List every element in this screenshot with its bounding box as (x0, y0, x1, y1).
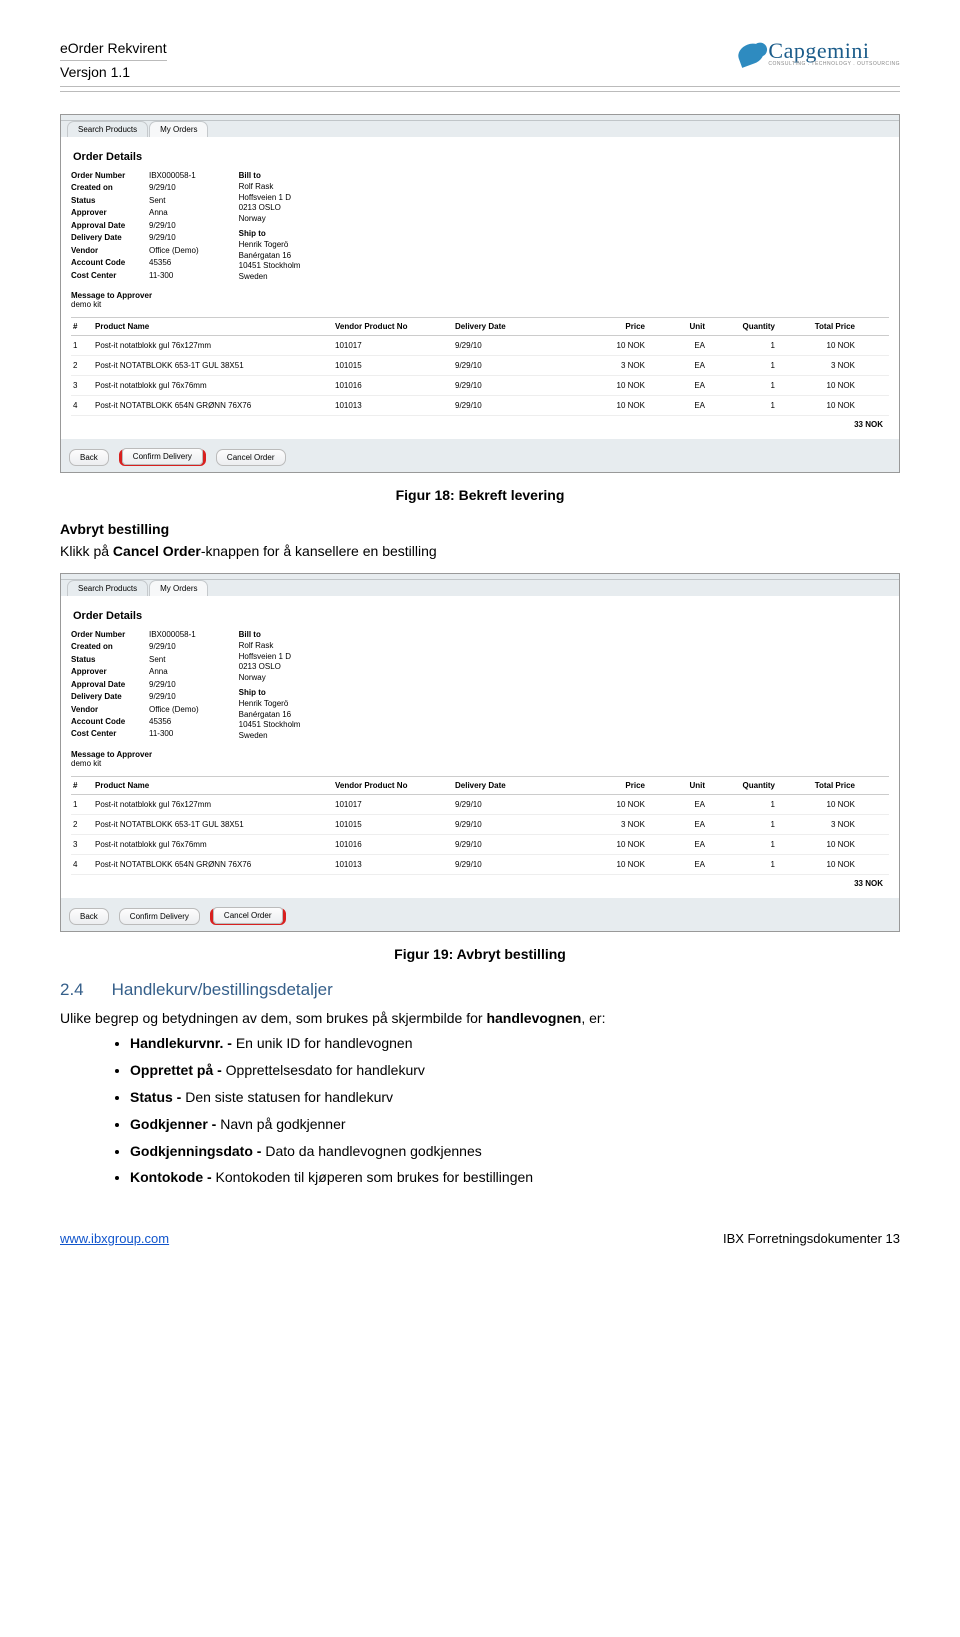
table-row: 3Post-it notatblokk gul 76x76mm1010169/2… (71, 835, 889, 855)
section-2-4-intro: Ulike begrep og betydningen av dem, som … (60, 1010, 900, 1026)
list-item: Kontokode - Kontokoden til kjøperen som … (130, 1168, 900, 1187)
table-row: 4Post-it NOTATBLOKK 654N GRØNN 76X761010… (71, 396, 889, 416)
section-2-4-heading: 2.4 Handlekurv/bestillingsdetaljer (60, 980, 900, 1000)
tab-search-products[interactable]: Search Products (67, 121, 148, 137)
tab-search-products[interactable]: Search Products (67, 580, 148, 596)
capgemini-logo: Capgemini CONSULTING . TECHNOLOGY . OUTS… (738, 40, 900, 67)
table-row: 2Post-it NOTATBLOKK 653-1T GUL 38X511010… (71, 356, 889, 376)
cancel-section-text: Klikk på Cancel Order-knappen for å kans… (60, 543, 900, 559)
order-lines-table: #Product NameVendor Product NoDelivery D… (71, 317, 889, 429)
confirm-delivery-button[interactable]: Confirm Delivery (122, 448, 203, 465)
table-row: 4Post-it NOTATBLOKK 654N GRØNN 76X761010… (71, 855, 889, 875)
table-row: 1Post-it notatblokk gul 76x127mm1010179/… (71, 336, 889, 356)
document-header: eOrder Rekvirent Versjon 1.1 Capgemini C… (60, 40, 900, 87)
screenshot-fig19: Search Products My Orders Order Details … (60, 573, 900, 932)
order-total: 33 NOK (71, 416, 889, 429)
order-details-heading: Order Details (73, 610, 889, 622)
table-row: 1Post-it notatblokk gul 76x127mm1010179/… (71, 795, 889, 815)
cancel-order-button[interactable]: Cancel Order (213, 907, 283, 924)
back-button[interactable]: Back (69, 449, 109, 466)
order-details-left: Order NumberIBX000058-1 Created on9/29/1… (71, 171, 199, 283)
table-row: 2Post-it NOTATBLOKK 653-1T GUL 38X511010… (71, 815, 889, 835)
document-footer: www.ibxgroup.com IBX Forretningsdokument… (60, 1231, 900, 1246)
spade-icon (736, 40, 767, 68)
cancel-section-heading: Avbryt bestilling (60, 521, 900, 537)
figure-19-caption: Figur 19: Avbryt bestilling (60, 946, 900, 962)
highlight-cancel-order: Cancel Order (210, 908, 286, 925)
message-to-approver: Message to Approver demo kit (71, 291, 889, 309)
doc-version: Versjon 1.1 (60, 60, 167, 80)
order-details-heading: Order Details (73, 151, 889, 163)
order-details-left: Order NumberIBX000058-1 Created on9/29/1… (71, 630, 199, 742)
tab-my-orders[interactable]: My Orders (149, 580, 208, 596)
list-item: Handlekurvnr. - En unik ID for handlevog… (130, 1034, 900, 1053)
message-to-approver: Message to Approver demo kit (71, 750, 889, 768)
definition-list: Handlekurvnr. - En unik ID for handlevog… (130, 1034, 900, 1187)
order-details-right: Bill to Rolf Rask Hoffsveien 1 D 0213 OS… (239, 171, 301, 283)
order-lines-table: #Product NameVendor Product NoDelivery D… (71, 776, 889, 888)
screenshot-fig18: Search Products My Orders Order Details … (60, 114, 900, 473)
cancel-order-button[interactable]: Cancel Order (216, 449, 286, 466)
highlight-confirm-delivery: Confirm Delivery (119, 449, 206, 466)
logo-text: Capgemini (768, 40, 900, 62)
table-row: 3Post-it notatblokk gul 76x76mm1010169/2… (71, 376, 889, 396)
tab-my-orders[interactable]: My Orders (149, 121, 208, 137)
list-item: Godkjenningsdato - Dato da handlevognen … (130, 1142, 900, 1161)
back-button[interactable]: Back (69, 908, 109, 925)
figure-18-caption: Figur 18: Bekreft levering (60, 487, 900, 503)
footer-url[interactable]: www.ibxgroup.com (60, 1231, 169, 1246)
confirm-delivery-button[interactable]: Confirm Delivery (119, 908, 200, 925)
logo-subtext: CONSULTING . TECHNOLOGY . OUTSOURCING (768, 62, 900, 67)
list-item: Godkjenner - Navn på godkjenner (130, 1115, 900, 1134)
order-details-right: Bill to Rolf Rask Hoffsveien 1 D 0213 OS… (239, 630, 301, 742)
list-item: Opprettet på - Opprettelsesdato for hand… (130, 1061, 900, 1080)
order-total: 33 NOK (71, 875, 889, 888)
doc-title: eOrder Rekvirent (60, 40, 167, 56)
list-item: Status - Den siste statusen for handleku… (130, 1088, 900, 1107)
footer-page-info: IBX Forretningsdokumenter 13 (723, 1231, 900, 1246)
